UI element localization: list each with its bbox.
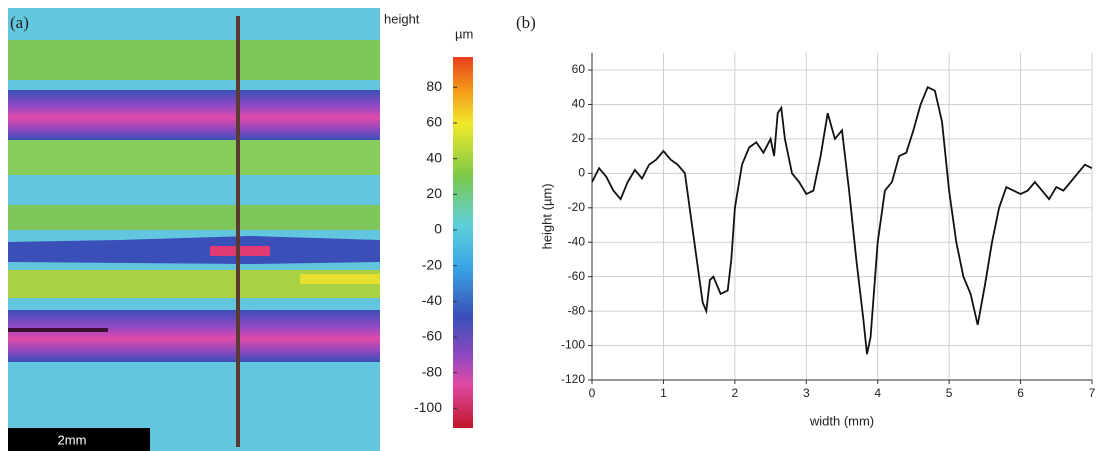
x-tick-label: 4 [874,386,881,400]
x-tick-label: 6 [1017,386,1024,400]
colorbar-tick-label: 0 [434,221,442,237]
y-tick-label: -60 [568,269,586,283]
x-axis-label: width (mm) [809,413,874,428]
y-tick-label: 40 [572,97,586,111]
x-tick-label: 0 [589,386,596,400]
scale-bar-label: 2mm [58,432,87,447]
colorbar-tick-label: -20 [422,256,442,272]
colorbar-tick-label: -40 [422,292,442,308]
colorbar-tick-label: 20 [426,185,442,201]
colorbar-tick-label: 80 [426,78,442,94]
y-tick-label: 60 [572,62,586,76]
panel-label: (b) [516,13,536,32]
colorbar-tick-label: 60 [426,114,442,130]
colorbar-unit: µm [455,26,473,41]
y-tick-label: 0 [578,166,585,180]
x-tick-label: 2 [732,386,739,400]
colorbar-tick-label: -60 [422,328,442,344]
height-map: 2mm (a) [8,8,380,451]
colorbar-tick-label: -100 [414,399,442,415]
y-tick-label: -120 [561,372,585,386]
x-tick-label: 3 [803,386,810,400]
y-tick-label: -80 [568,303,586,317]
colorbar-tick-label: 40 [426,149,442,165]
panel-label: (a) [10,13,29,32]
y-tick-label: -40 [568,234,586,248]
profile-line [591,85,1093,355]
y-axis-label: height (µm) [539,183,554,249]
x-tick-label: 5 [946,386,953,400]
colorbar-tick-label: -80 [422,363,442,379]
colorbar [453,57,473,428]
y-tick-label: 20 [572,131,586,145]
y-tick-label: -100 [561,338,585,352]
y-tick-label: -20 [568,200,586,214]
colorbar-title: height [384,11,420,26]
x-tick-label: 1 [660,386,667,400]
x-tick-label: 7 [1089,386,1096,400]
